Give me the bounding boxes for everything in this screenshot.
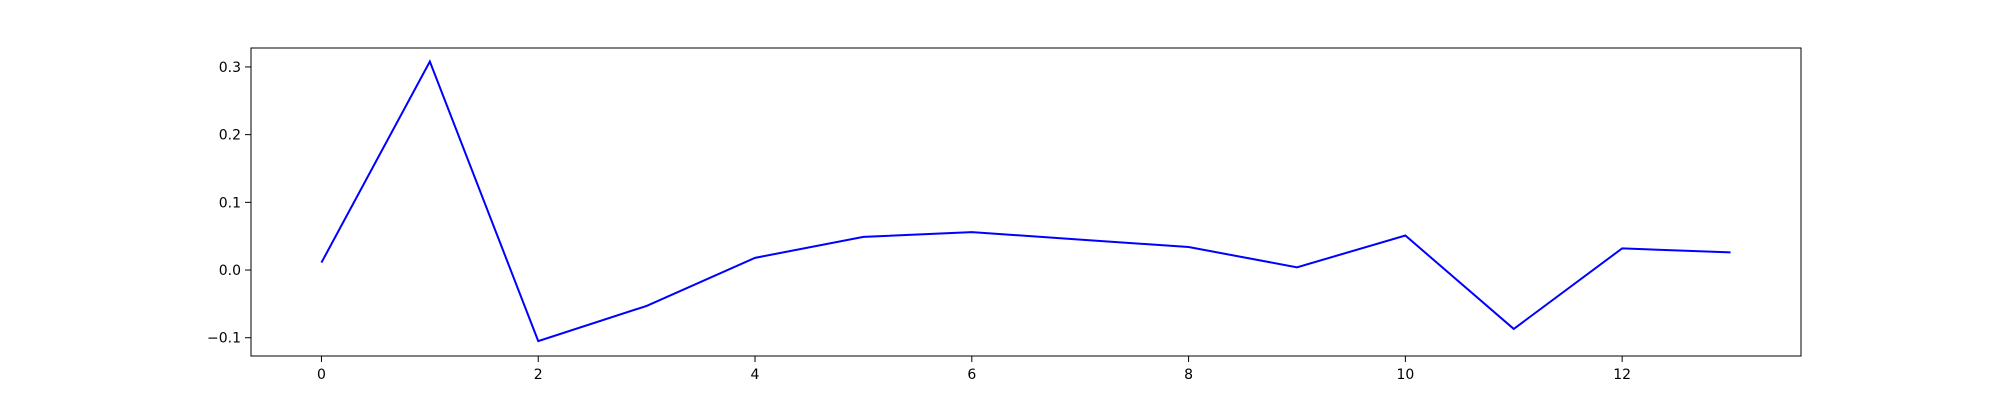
data-points bbox=[319, 60, 1732, 344]
plot-area-frame bbox=[250, 47, 1802, 357]
y-tick-label: 0.0 bbox=[219, 263, 241, 279]
series-lines bbox=[320, 59, 1731, 343]
x-tick-label: 0 bbox=[317, 367, 326, 383]
x-tick-label: 2 bbox=[534, 367, 543, 383]
y-tick-label: −0.1 bbox=[207, 331, 241, 347]
y-tick-label: 0.3 bbox=[219, 60, 241, 76]
x-tick-label: 4 bbox=[751, 367, 760, 383]
y-tick-label: 0.1 bbox=[219, 195, 241, 211]
x-tick-label: 10 bbox=[1396, 367, 1414, 383]
x-tick-label: 8 bbox=[1184, 367, 1193, 383]
series-line bbox=[320, 59, 1731, 343]
y-tick-label: 0.2 bbox=[219, 128, 241, 144]
x-axis-ticks: 0 2 4 6 8 10 12 bbox=[317, 356, 1631, 383]
x-tick-label: 12 bbox=[1613, 367, 1631, 383]
y-axis-ticks: −0.1 0.0 0.1 0.2 0.3 bbox=[207, 60, 251, 347]
x-tick-label: 6 bbox=[967, 367, 976, 383]
